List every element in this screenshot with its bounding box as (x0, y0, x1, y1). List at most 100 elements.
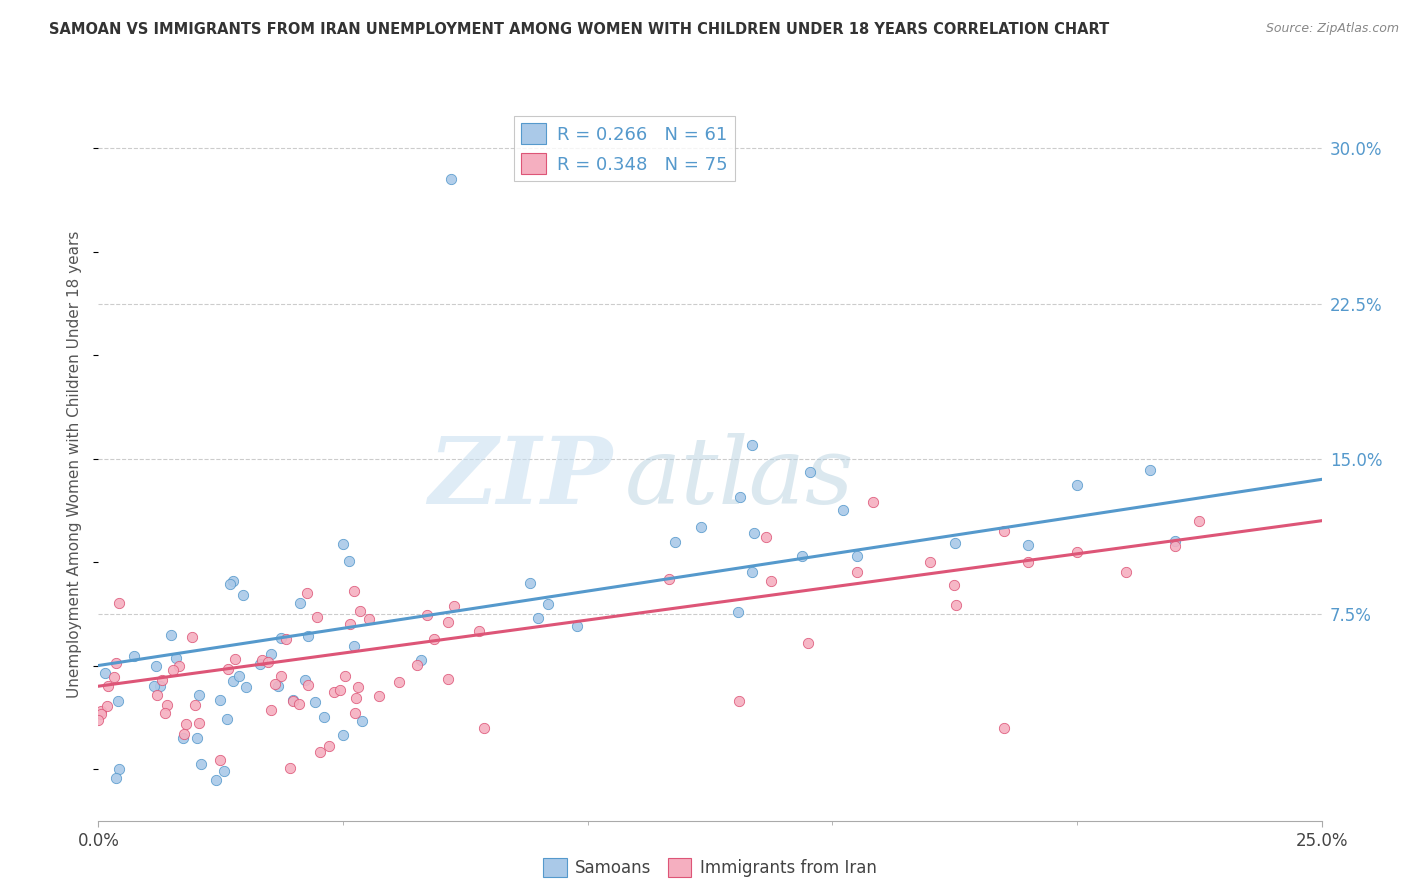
Point (344, 691, 367, 706)
Point (294, 673, 316, 687)
Point (329, 683, 352, 698)
Point (467, 624, 489, 638)
Point (122, 649, 145, 664)
Point (537, 597, 560, 611)
Point (761, 574, 783, 588)
Point (172, 731, 194, 746)
Point (335, 669, 357, 683)
Point (257, 655, 280, 669)
Point (1017, 555, 1039, 569)
Point (357, 612, 380, 626)
Point (436, 615, 458, 629)
Point (97, 679, 120, 693)
Text: Source: ZipAtlas.com: Source: ZipAtlas.com (1265, 22, 1399, 36)
Point (209, 753, 232, 767)
Point (290, 596, 312, 610)
Point (845, 566, 868, 580)
Point (103, 670, 125, 684)
Point (527, 611, 550, 625)
Point (347, 680, 370, 694)
Point (443, 599, 465, 613)
Point (993, 721, 1015, 735)
Text: atlas: atlas (624, 434, 853, 523)
Point (108, 763, 131, 777)
Point (945, 598, 967, 612)
Point (167, 659, 190, 673)
Point (755, 530, 778, 544)
Point (222, 674, 245, 689)
Point (145, 659, 167, 673)
Point (799, 465, 821, 479)
Point (278, 761, 301, 775)
Point (215, 712, 238, 726)
Point (190, 756, 212, 771)
Point (297, 629, 319, 643)
Point (350, 714, 373, 728)
Text: ZIP: ZIP (427, 434, 612, 523)
Point (796, 635, 818, 649)
Point (943, 536, 966, 550)
Point (831, 502, 853, 516)
Point (105, 771, 128, 785)
Point (295, 586, 318, 600)
Point (96, 699, 118, 714)
Point (186, 731, 208, 745)
Point (727, 605, 749, 619)
Point (260, 703, 283, 717)
Point (90, 706, 112, 721)
Point (156, 698, 179, 713)
Point (343, 583, 366, 598)
Point (232, 588, 254, 602)
Point (270, 669, 292, 683)
Point (567, 618, 589, 632)
Point (437, 672, 460, 686)
Point (519, 575, 541, 590)
Point (664, 535, 686, 549)
Point (388, 675, 411, 690)
Y-axis label: Unemployment Among Women with Children Under 18 years: Unemployment Among Women with Children U… (67, 230, 83, 698)
Point (149, 680, 172, 694)
Point (205, 773, 228, 788)
Point (1188, 514, 1211, 528)
Point (349, 604, 371, 618)
Point (274, 632, 297, 646)
Point (150, 673, 173, 688)
Point (312, 709, 335, 723)
Point (422, 632, 444, 646)
Point (153, 706, 176, 720)
Point (1066, 545, 1088, 559)
Point (181, 630, 204, 644)
Point (339, 617, 361, 632)
Point (104, 656, 127, 670)
Point (222, 574, 245, 588)
Point (260, 647, 283, 661)
Point (159, 628, 181, 642)
Point (332, 727, 354, 741)
Point (741, 438, 763, 452)
Point (406, 658, 429, 673)
Point (270, 631, 292, 645)
Point (87, 714, 110, 728)
Point (288, 697, 311, 711)
Point (744, 526, 766, 541)
Point (228, 669, 250, 683)
Point (187, 689, 209, 703)
Point (440, 172, 463, 186)
Point (281, 694, 304, 708)
Point (217, 662, 239, 676)
Point (942, 578, 965, 592)
Point (235, 680, 257, 694)
Point (224, 652, 246, 666)
Point (1017, 538, 1039, 552)
Text: SAMOAN VS IMMIGRANTS FROM IRAN UNEMPLOYMENT AMONG WOMEN WITH CHILDREN UNDER 18 Y: SAMOAN VS IMMIGRANTS FROM IRAN UNEMPLOYM… (49, 22, 1109, 37)
Point (165, 651, 187, 665)
Point (297, 678, 319, 692)
Point (411, 653, 433, 667)
Point (792, 549, 814, 564)
Point (307, 609, 329, 624)
Point (845, 549, 868, 563)
Point (267, 679, 290, 693)
Point (862, 495, 884, 509)
Point (219, 577, 242, 591)
Point (90, 704, 112, 718)
